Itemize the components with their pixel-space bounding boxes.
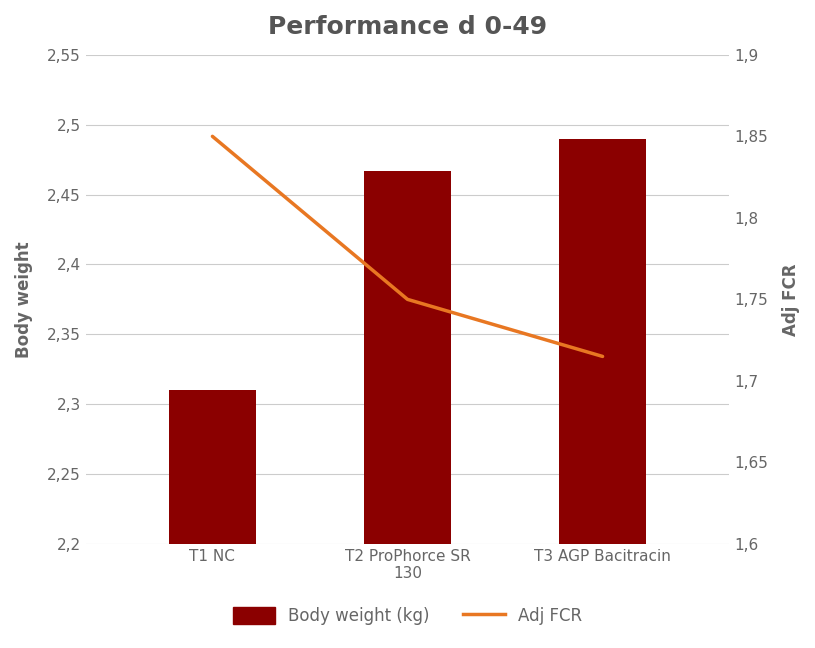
Bar [169,390,256,648]
Y-axis label: Body weight: Body weight [15,241,33,358]
Title: Performance d 0-49: Performance d 0-49 [268,15,547,39]
Y-axis label: Adj FCR: Adj FCR [782,263,800,336]
Bar [363,171,452,648]
Bar [559,139,646,648]
Legend: Body weight (kg), Adj FCR: Body weight (kg), Adj FCR [225,598,590,633]
